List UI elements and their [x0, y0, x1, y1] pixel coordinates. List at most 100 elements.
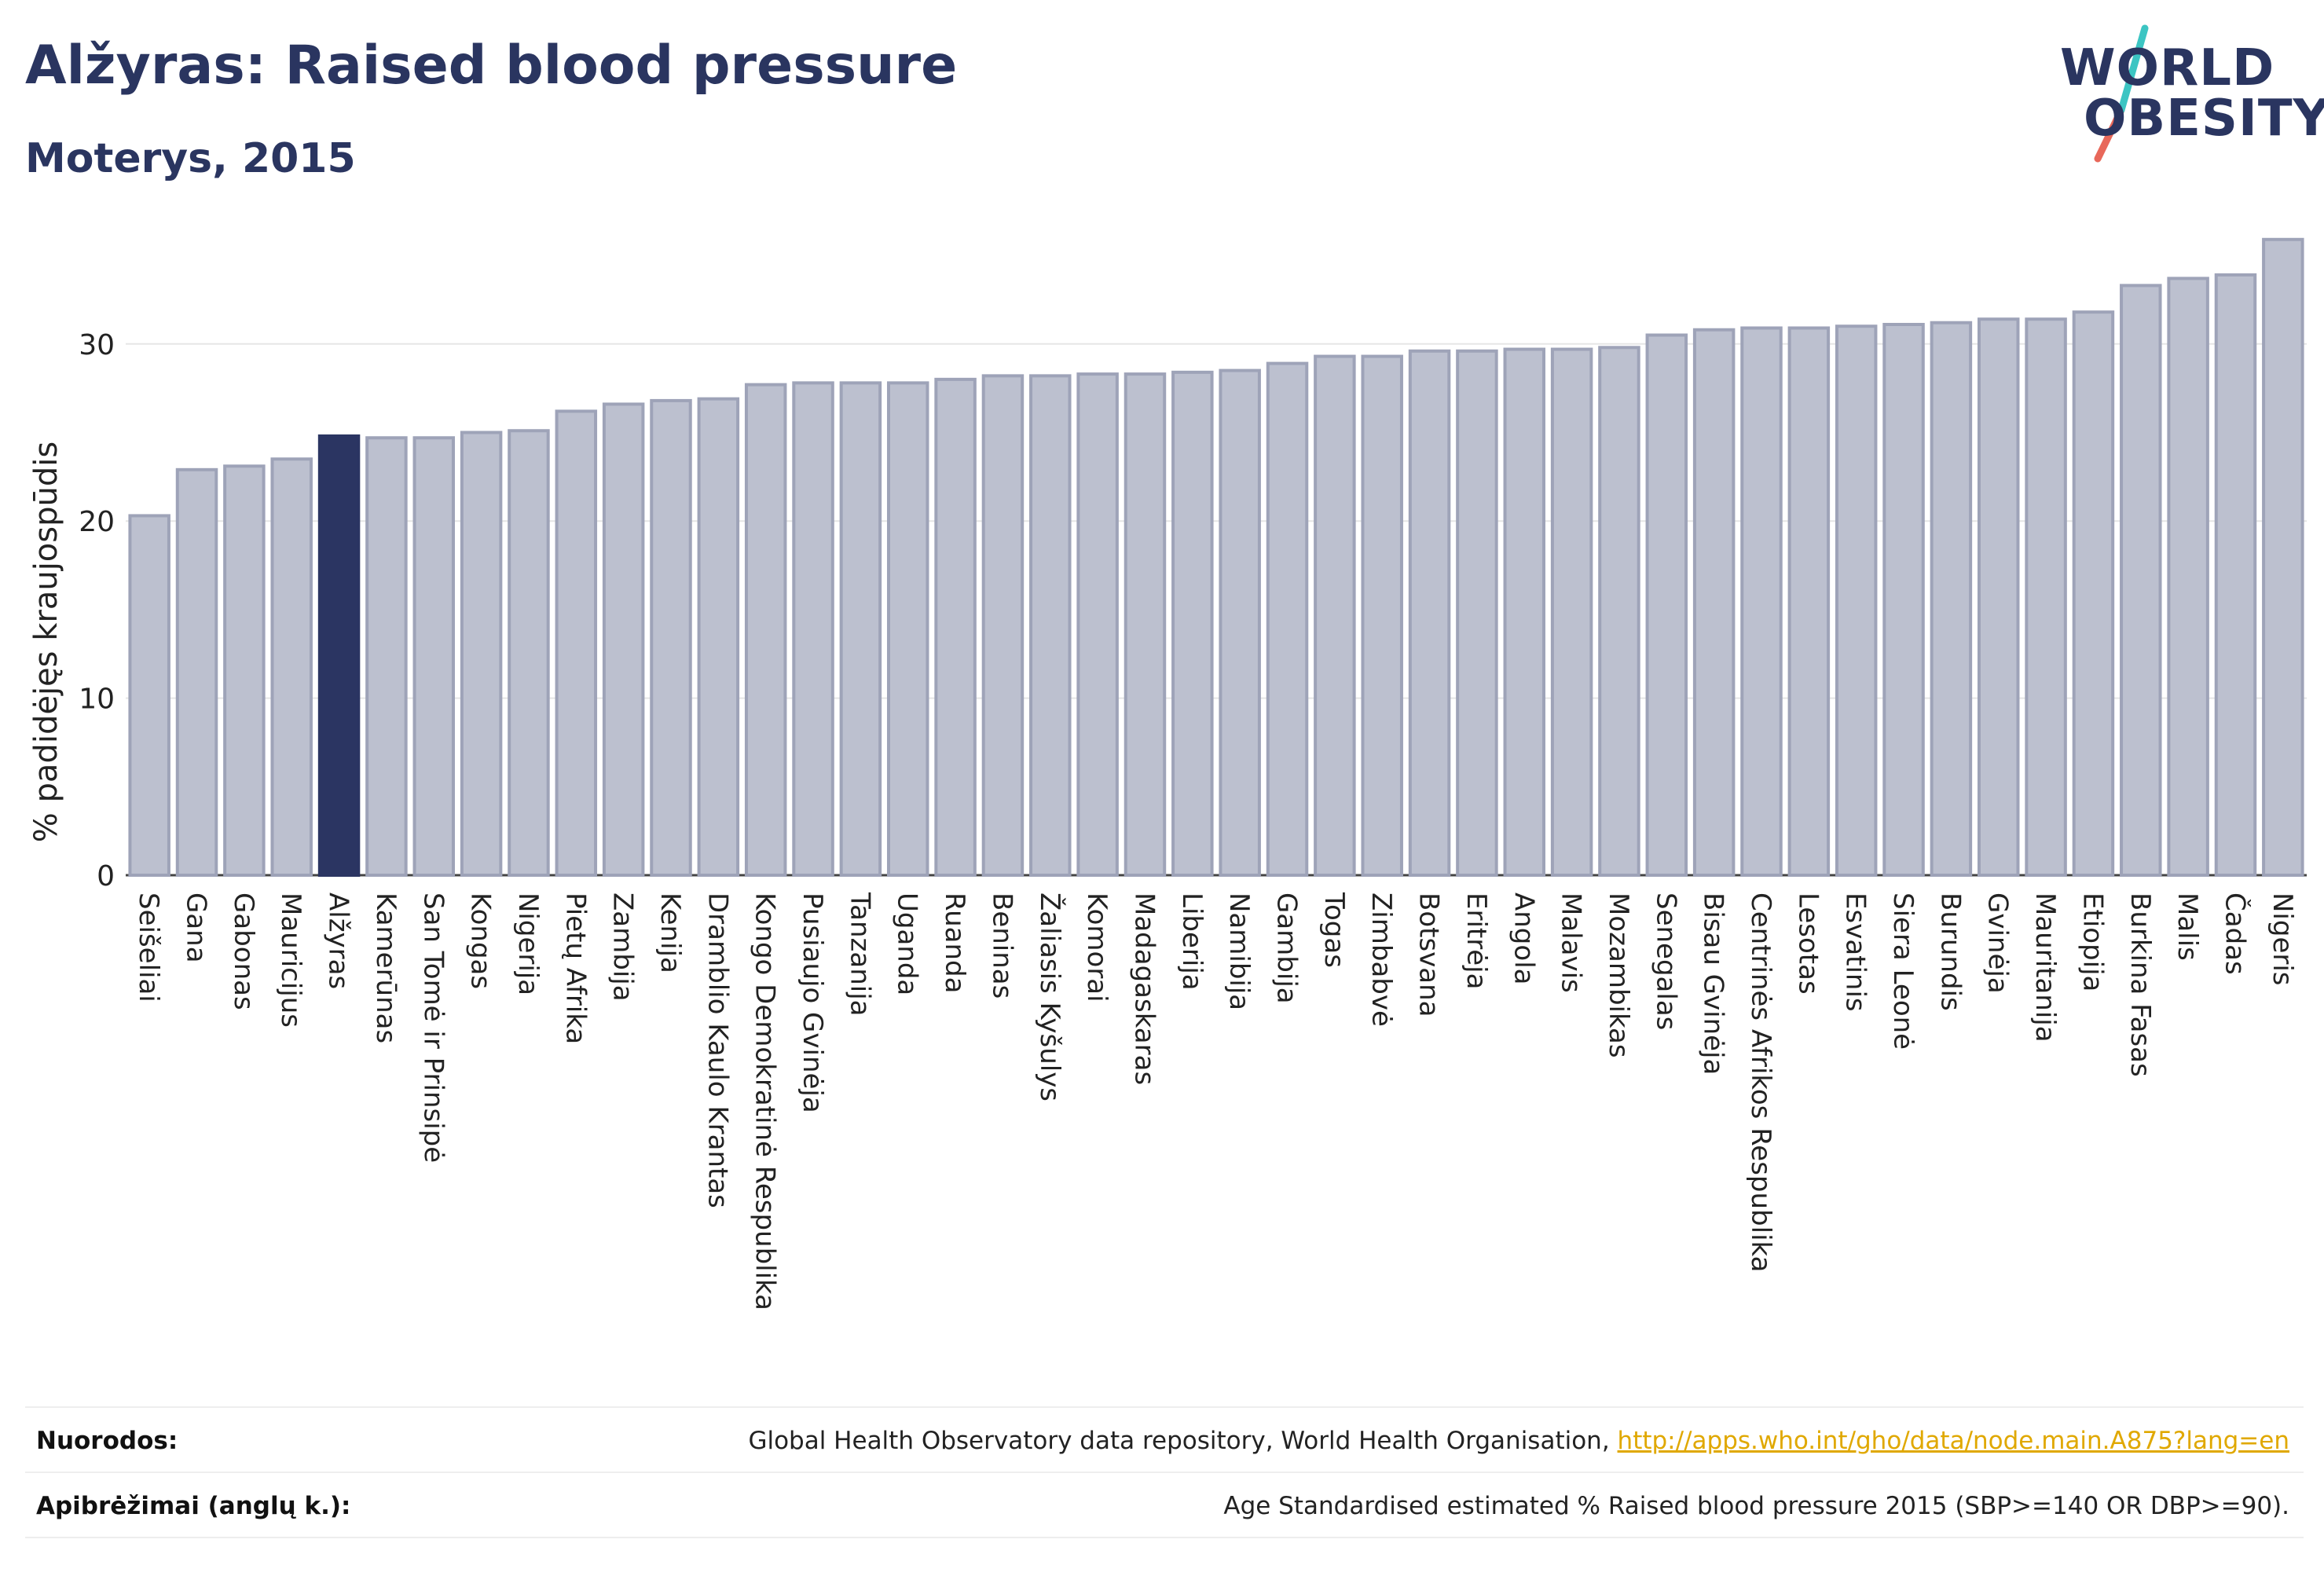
x-tick-label: Žaliasis Kyšulys [1034, 892, 1066, 1101]
y-tick-label: 0 [97, 860, 115, 892]
bar-3[interactable] [270, 457, 313, 877]
bar-16[interactable] [886, 381, 929, 877]
bar-7[interactable] [460, 431, 503, 877]
bar-10[interactable] [602, 402, 645, 877]
x-tick-label: Tanzanija [844, 892, 875, 1016]
bar-15[interactable] [839, 381, 882, 877]
bar-31[interactable] [1598, 346, 1640, 878]
bar-21[interactable] [1124, 372, 1167, 877]
bar-44[interactable] [2214, 273, 2257, 877]
page-subtitle: Moterys, 2015 [25, 135, 356, 182]
bar-34[interactable] [1740, 326, 1783, 877]
bar-12[interactable] [697, 397, 740, 877]
world-obesity-logo[interactable]: WORLD OBESITY [2043, 24, 2324, 165]
x-axis-labels: Seišeliai Gana Gabonas Mauricijus Alžyras Kam… [133, 892, 2298, 1310]
bar-6[interactable] [412, 436, 456, 877]
bar-11[interactable] [650, 398, 692, 877]
bar-38[interactable] [1930, 321, 1973, 878]
bar-2[interactable] [223, 464, 266, 877]
x-tick-label: Uganda [892, 892, 923, 995]
x-tick-label: Gambija [1271, 892, 1303, 1004]
bar-18[interactable] [981, 374, 1025, 877]
bar-19[interactable] [1029, 374, 1072, 877]
x-tick-label: Madagaskaras [1128, 892, 1160, 1085]
x-tick-label: Mauricijus [275, 892, 306, 1028]
y-tick-label: 10 [79, 684, 115, 716]
bar-32[interactable] [1645, 333, 1688, 878]
x-tick-label: Zambija [607, 892, 639, 1002]
bar-35[interactable] [1787, 326, 1831, 877]
bar-4[interactable] [317, 434, 361, 877]
y-tick-label: 30 [79, 329, 115, 361]
x-tick-label: Eritrėja [1461, 892, 1492, 989]
logo-text-obesity: OBESITY [2084, 90, 2324, 148]
bar-33[interactable] [1692, 328, 1736, 877]
x-tick-label: Mauritanija [2029, 892, 2061, 1043]
bar-36[interactable] [1835, 324, 1878, 878]
x-tick-label: Togas [1318, 892, 1350, 968]
definitions-row: Apibrėžimai (anglų k.): Age Standardised… [25, 1472, 2304, 1536]
sources-link[interactable]: http://apps.who.int/gho/data/node.main.A… [1617, 1427, 2289, 1455]
bar-37[interactable] [1882, 322, 1925, 877]
page-title: Alžyras: Raised blood pressure [25, 35, 958, 97]
x-tick-label: Ruanda [939, 892, 970, 993]
definitions-label: Apibrėžimai (anglų k.): [36, 1492, 351, 1520]
sources-row: Nuorodos: Global Health Observatory data… [25, 1406, 2304, 1471]
bar-29[interactable] [1503, 347, 1546, 877]
bar-14[interactable] [792, 381, 834, 877]
x-tick-label: Liberija [1176, 892, 1208, 991]
x-tick-label: Burkina Fasas [2124, 892, 2156, 1077]
x-tick-label: Etiopija [2077, 892, 2108, 991]
bar-23[interactable] [1219, 368, 1261, 877]
bar-8[interactable] [508, 429, 550, 877]
x-tick-label: Namibija [1223, 892, 1255, 1010]
logo-slash-icon [2094, 24, 2149, 163]
x-tick-label: Esvatinis [1840, 892, 1871, 1012]
x-tick-label: Kongas [465, 892, 497, 989]
x-tick-label: Kenija [654, 892, 686, 973]
x-tick-label: Lesotas [1792, 892, 1824, 995]
bars [128, 237, 2304, 878]
bar-5[interactable] [365, 436, 408, 877]
bar-13[interactable] [744, 383, 787, 877]
bar-41[interactable] [2072, 310, 2115, 877]
bar-27[interactable] [1408, 349, 1451, 877]
sources-text: Global Health Observatory data repositor… [748, 1427, 1618, 1455]
x-tick-label: Beninas [986, 892, 1017, 999]
bar-28[interactable] [1456, 349, 1498, 877]
footer-divider [25, 1537, 2304, 1538]
bar-25[interactable] [1314, 354, 1356, 878]
bar-26[interactable] [1361, 354, 1403, 878]
bar-20[interactable] [1076, 372, 1119, 877]
x-tick-label: Pusiaujo Gvinėja [797, 892, 828, 1113]
x-tick-label: Alžyras [323, 892, 354, 989]
x-tick-label: Gana [181, 892, 212, 963]
bar-22[interactable] [1171, 370, 1214, 878]
bar-43[interactable] [2167, 277, 2209, 877]
bar-1[interactable] [175, 467, 218, 877]
bar-0[interactable] [128, 514, 170, 877]
x-tick-label: Gabonas [228, 892, 259, 1010]
y-axis-label: % padidėjęs kraujospūdis [28, 442, 64, 842]
x-tick-label: Nigeris [2267, 892, 2298, 986]
bar-24[interactable] [1266, 361, 1309, 877]
bar-30[interactable] [1550, 347, 1593, 877]
bar-40[interactable] [2025, 317, 2067, 877]
bar-17[interactable] [934, 377, 977, 877]
bar-45[interactable] [2262, 237, 2304, 877]
bar-39[interactable] [1977, 317, 2020, 877]
x-tick-label: Seišeliai [133, 892, 164, 1002]
x-tick-label: Čadas [2219, 892, 2251, 975]
x-tick-label: Nigerija [512, 892, 544, 995]
x-tick-label: Gvinėja [1982, 892, 2014, 994]
x-tick-label: Zimbabvė [1365, 892, 1397, 1027]
bar-9[interactable] [555, 409, 598, 877]
x-tick-label: Siera Leonė [1887, 892, 1919, 1050]
x-tick-label: Dramblio Kaulo Krantas [702, 892, 733, 1208]
bar-chart: 0 10 20 30 Seišeliai Gana Gabonas Mauricijus Al… [28, 237, 2307, 1310]
y-axis-ticks: 0 10 20 30 [79, 329, 115, 892]
definitions-value: Age Standardised estimated % Raised bloo… [1223, 1492, 2289, 1520]
x-tick-label: Kongo Demokratinė Respublika [750, 892, 781, 1310]
logo-text-world: WORLD [2060, 39, 2275, 97]
bar-42[interactable] [2120, 284, 2162, 877]
